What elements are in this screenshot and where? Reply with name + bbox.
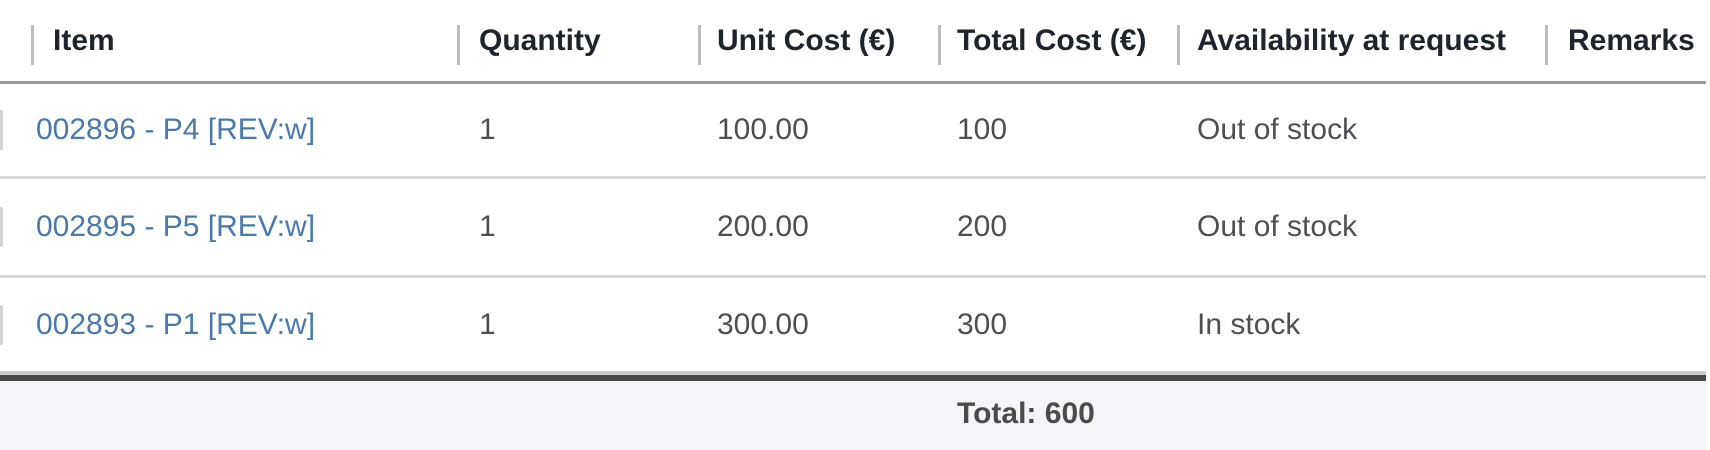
column-divider — [31, 25, 34, 65]
column-divider — [457, 25, 460, 65]
unit-cost-cell: 300.00 — [717, 307, 809, 341]
item-link[interactable]: 002896 - P4 [REV:w] — [36, 113, 316, 146]
availability-cell: Out of stock — [1197, 113, 1358, 146]
table-row: 002893 - P1 [REV:w] 1 300.00 300 In stoc… — [0, 278, 1706, 375]
table-row: 002895 - P5 [REV:w] 1 200.00 200 Out of … — [0, 179, 1706, 278]
table-row: 002896 - P4 [REV:w] 1 100.00 100 Out of … — [0, 84, 1706, 179]
column-divider — [1545, 25, 1548, 65]
table-footer: Total: 600 — [0, 381, 1706, 450]
availability-cell: Out of stock — [1197, 210, 1358, 243]
row-edge-mark — [0, 304, 3, 345]
header-cell-total-cost: Total Cost (€) — [957, 23, 1147, 57]
total-cost-cell: 200 — [957, 210, 1008, 243]
footer-top-border — [0, 375, 1706, 381]
row-edge-mark — [0, 110, 3, 150]
quantity-cell: 1 — [479, 113, 496, 146]
total-cost-cell: 100 — [957, 113, 1008, 146]
header-cell-quantity: Quantity — [479, 23, 601, 57]
quantity-cell: 1 — [479, 307, 496, 341]
header-cell-remarks: Remarks — [1568, 23, 1695, 57]
total-cost-cell: 300 — [957, 307, 1008, 341]
availability-cell: In stock — [1197, 307, 1301, 341]
header-cell-availability: Availability at request — [1197, 23, 1506, 57]
grand-total-label: Total: 600 — [957, 397, 1095, 430]
unit-cost-cell: 100.00 — [717, 113, 809, 146]
quantity-cell: 1 — [479, 210, 496, 243]
row-edge-mark — [0, 207, 3, 247]
header-cell-item: Item — [53, 23, 115, 57]
header-cell-unit-cost: Unit Cost (€) — [717, 23, 896, 57]
item-link[interactable]: 002895 - P5 [REV:w] — [36, 210, 316, 243]
column-divider — [1177, 25, 1180, 65]
column-divider — [938, 25, 941, 65]
unit-cost-cell: 200.00 — [717, 210, 809, 243]
item-link[interactable]: 002893 - P1 [REV:w] — [36, 307, 316, 341]
table-header-row: Item Quantity Unit Cost (€) Total Cost (… — [0, 0, 1706, 84]
column-divider — [698, 25, 701, 65]
